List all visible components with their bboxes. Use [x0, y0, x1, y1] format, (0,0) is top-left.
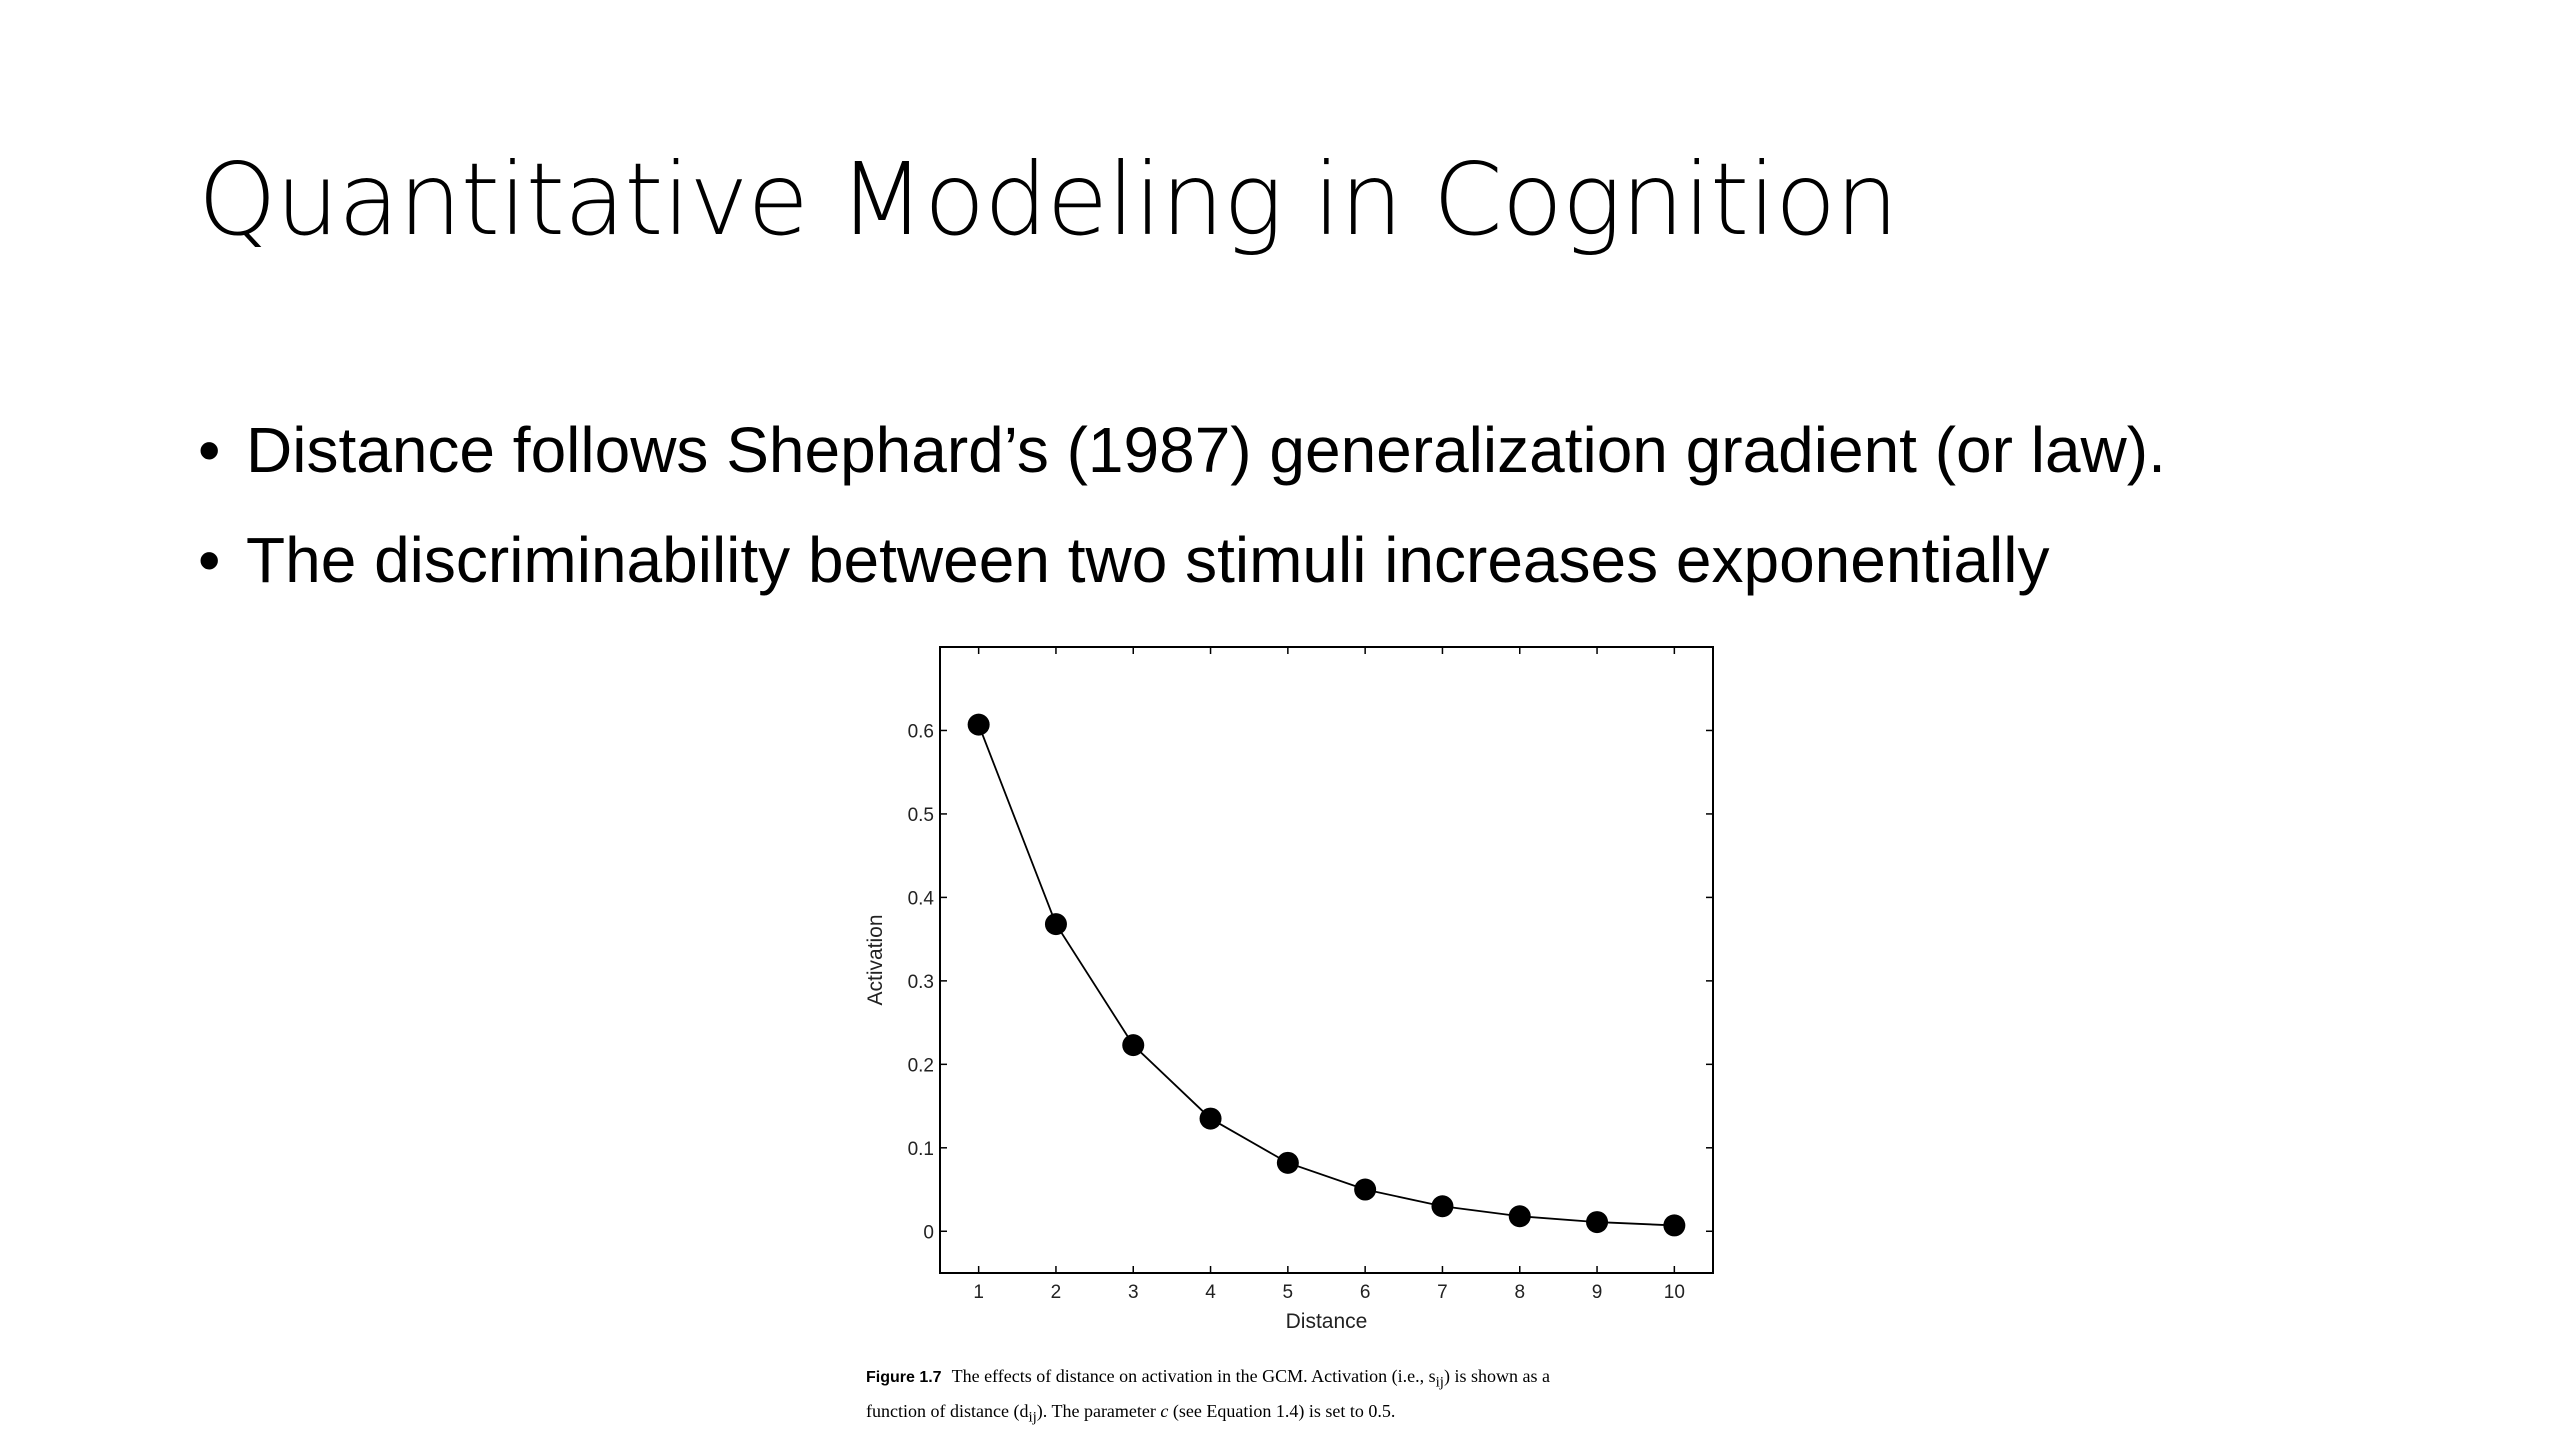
bullet-item: • Distance follows Shephard’s (1987) gen… [198, 395, 2166, 505]
x-tick-label: 3 [1128, 1282, 1139, 1303]
data-point [1586, 1211, 1609, 1234]
x-tick-label: 4 [1205, 1282, 1216, 1303]
data-point [967, 713, 990, 736]
y-tick-label: 0.4 [908, 888, 935, 909]
y-tick-label: 0.6 [908, 721, 934, 742]
data-point [1122, 1034, 1145, 1057]
bullet-dot-icon: • [198, 524, 221, 596]
caption-subscript: ij [1028, 1409, 1037, 1426]
y-tick-label: 0.3 [908, 972, 934, 993]
slide-title: Quantitative Modeling in Cognition [198, 141, 1899, 258]
data-point [1431, 1195, 1454, 1218]
y-tick-label: 0.5 [908, 805, 934, 826]
data-point [1199, 1107, 1222, 1130]
x-tick-label: 1 [973, 1282, 984, 1303]
caption-text: (see Equation 1.4) is set to 0.5. [1168, 1400, 1396, 1421]
x-tick-label: 9 [1592, 1282, 1603, 1303]
bullet-list: • Distance follows Shephard’s (1987) gen… [198, 395, 2166, 615]
data-point [1354, 1178, 1377, 1201]
x-tick-label: 10 [1664, 1282, 1685, 1303]
plot-frame [939, 646, 1714, 1274]
caption-text: ). The parameter [1036, 1400, 1161, 1421]
data-point [1276, 1151, 1299, 1174]
x-tick-label: 2 [1051, 1282, 1062, 1303]
x-tick-label: 8 [1514, 1282, 1525, 1303]
caption-label: Figure 1.7 [866, 1369, 942, 1386]
data-point [1663, 1214, 1686, 1237]
y-tick-label: 0 [923, 1222, 934, 1243]
caption-param: c [1160, 1400, 1169, 1421]
x-tick-label: 6 [1360, 1282, 1371, 1303]
activation-chart: 1 2 3 4 5 6 7 8 9 10 0 0.1 0.2 0.3 0.4 0.5 0.6 Distance Ac… [864, 646, 1714, 1333]
bullet-text: Distance follows Shephard’s (1987) gener… [246, 414, 2166, 486]
figure-caption: Figure 1.7 The effects of distance on act… [866, 1362, 1696, 1431]
series-line [977, 724, 1675, 1227]
bullet-text: The discriminability between two stimuli… [246, 524, 2050, 596]
bullet-item: • The discriminability between two stimu… [198, 505, 2166, 615]
x-axis-label: Distance [1286, 1310, 1368, 1333]
y-axis-label: Activation [864, 914, 887, 1005]
bullet-dot-icon: • [198, 414, 221, 486]
caption-subscript: ij [1435, 1374, 1444, 1391]
caption-text: function of distance (d [866, 1400, 1029, 1421]
x-tick-label: 7 [1437, 1282, 1448, 1303]
caption-text: ) is shown as a [1443, 1366, 1550, 1386]
y-tick-label: 0.1 [908, 1139, 934, 1160]
figure: 1 2 3 4 5 6 7 8 9 10 0 0.1 0.2 0.3 0.4 0.5 0.6 Distance Ac… [860, 630, 1720, 1425]
data-point [1044, 913, 1067, 936]
data-point [1508, 1205, 1531, 1228]
y-tick-label: 0.2 [908, 1055, 934, 1076]
x-tick-label: 5 [1283, 1282, 1294, 1303]
caption-text: The effects of distance on activation in… [951, 1366, 1436, 1386]
